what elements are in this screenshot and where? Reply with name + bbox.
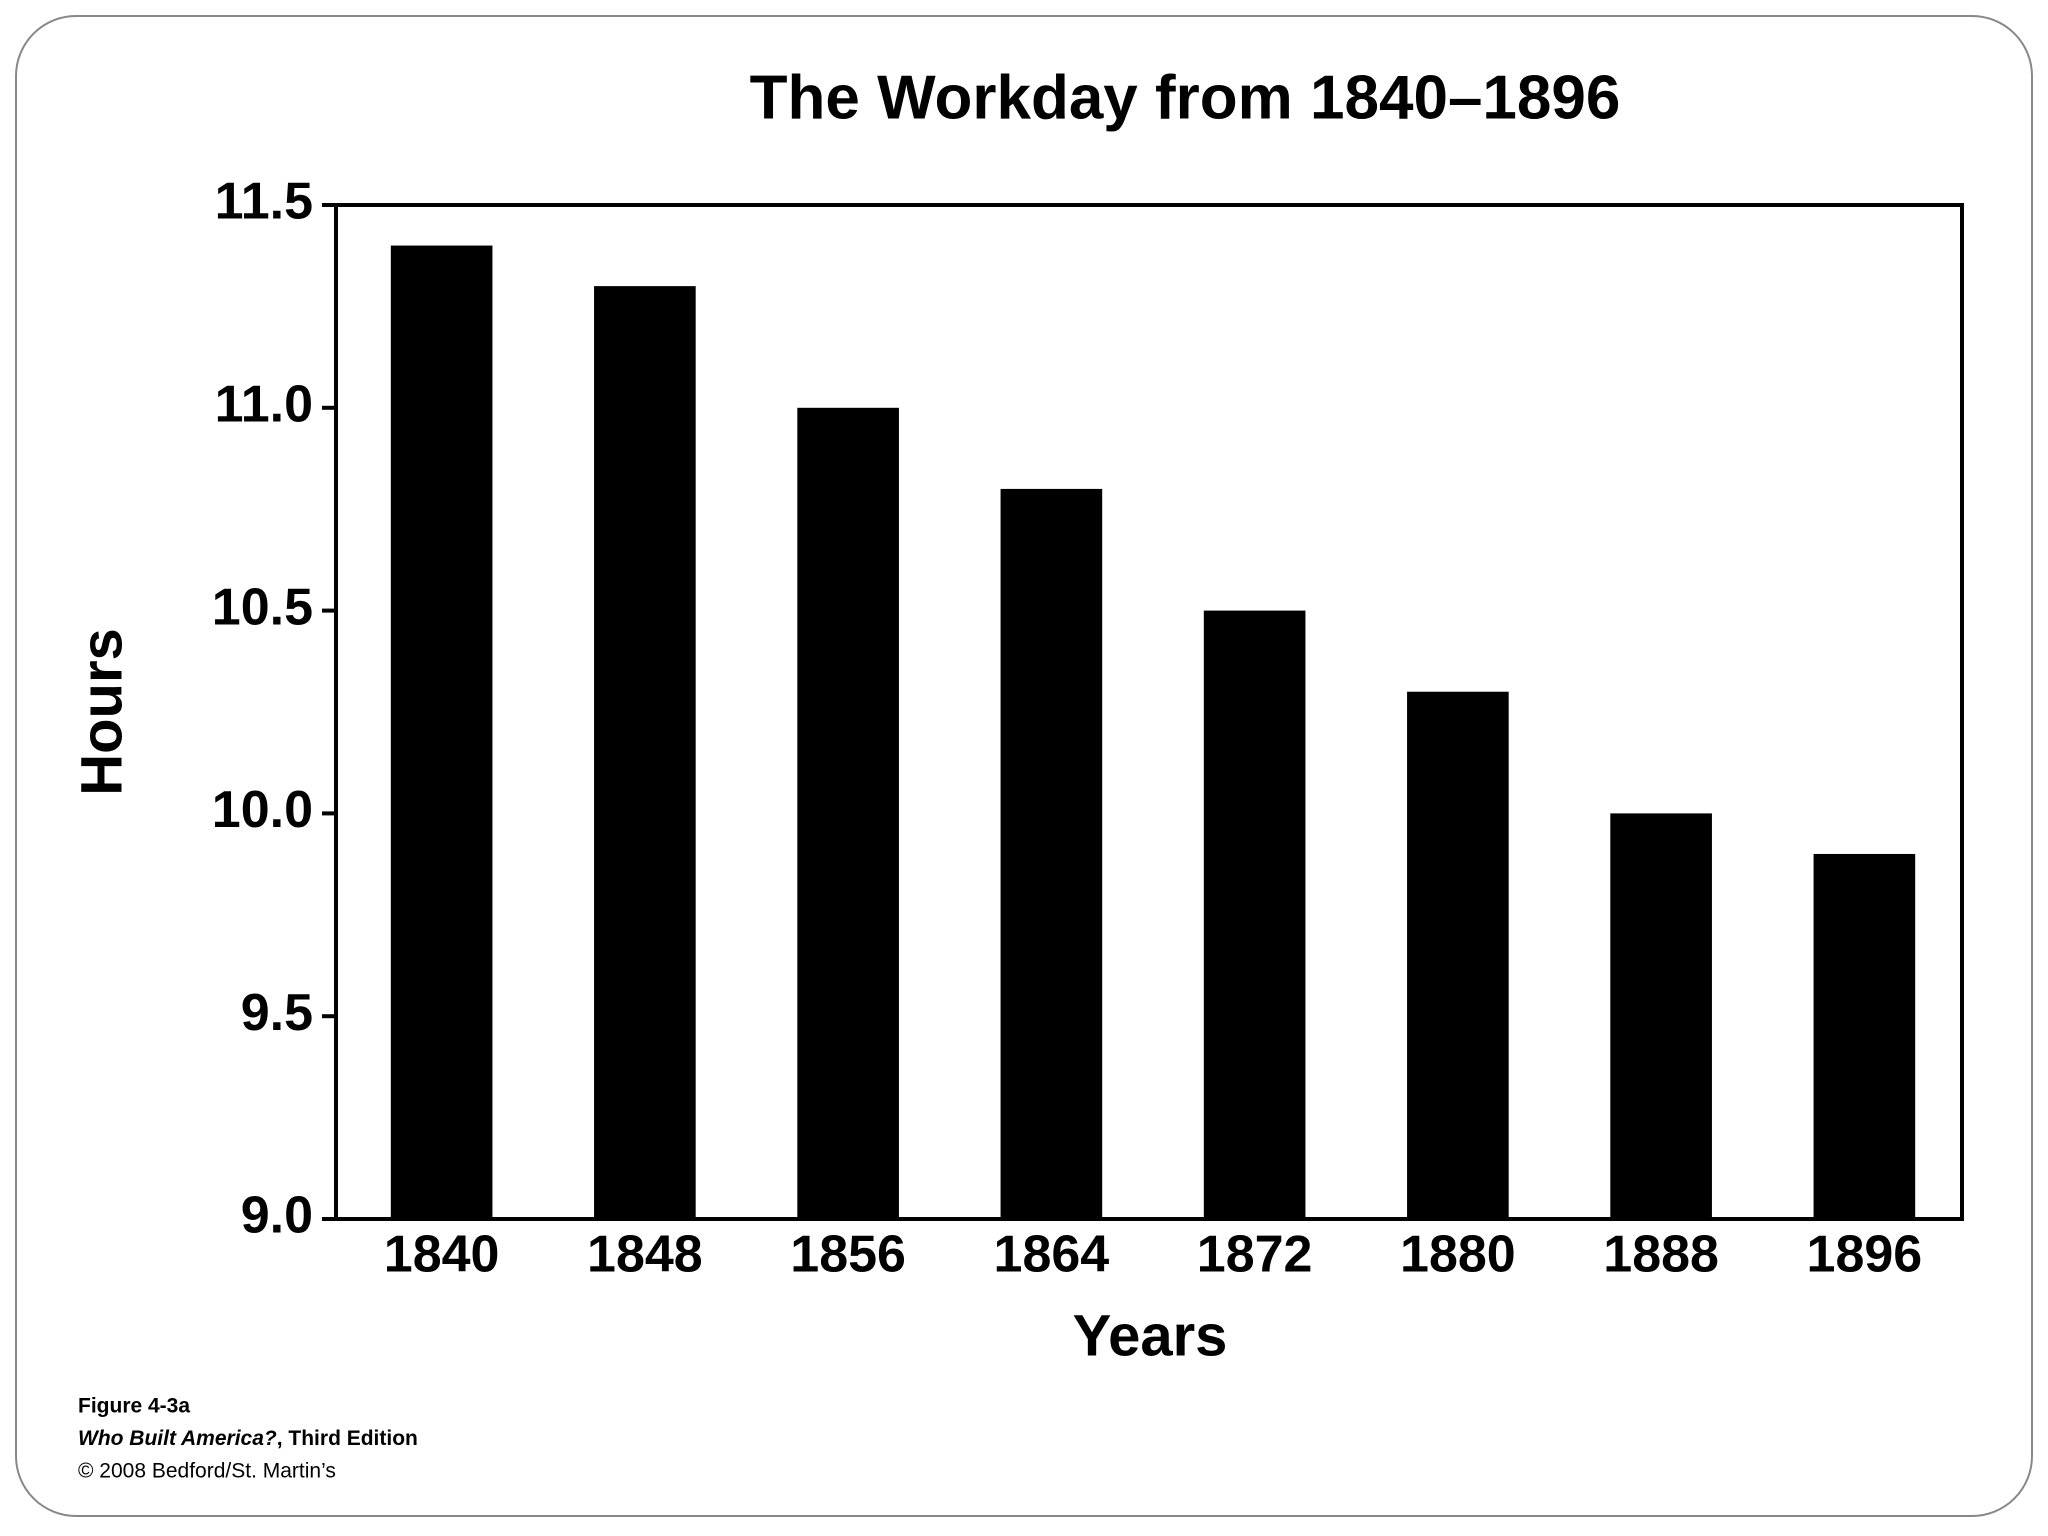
y-axis-label: Hours bbox=[69, 628, 134, 796]
y-tick-label: 9.5 bbox=[241, 984, 313, 1042]
bar bbox=[1203, 610, 1306, 1219]
bar bbox=[797, 407, 899, 1219]
x-tick-label: 1856 bbox=[790, 1226, 906, 1284]
plot-border bbox=[334, 203, 1964, 1221]
x-tick-label: 1880 bbox=[1400, 1226, 1516, 1284]
y-tick-label: 11.5 bbox=[215, 173, 313, 231]
bar bbox=[1000, 488, 1103, 1219]
source-title: Who Built America? bbox=[78, 1427, 277, 1450]
source-edition: , Third Edition bbox=[277, 1427, 418, 1450]
x-tick-label: 1888 bbox=[1603, 1226, 1719, 1284]
x-axis-label: Years bbox=[1073, 1303, 1228, 1368]
x-tick-label: 1848 bbox=[587, 1226, 703, 1284]
x-tick-label: 1896 bbox=[1807, 1226, 1923, 1284]
y-tick-label: 10.0 bbox=[212, 781, 313, 839]
source: Who Built America?, Third Edition bbox=[78, 1427, 418, 1450]
plot: 9.0 9.5 10.0 10.5 11.0 11.5 1840 1848 1856 1864 18… bbox=[212, 173, 1922, 1284]
copyright: © 2008 Bedford/St. Martin’s bbox=[78, 1460, 336, 1483]
bar bbox=[390, 245, 493, 1219]
y-tick-label: 10.5 bbox=[212, 578, 313, 636]
bar bbox=[1407, 691, 1509, 1219]
x-tick-label: 1872 bbox=[1197, 1226, 1313, 1284]
y-tick-label: 9.0 bbox=[241, 1187, 313, 1245]
bar bbox=[594, 286, 696, 1219]
x-tick-label: 1864 bbox=[994, 1226, 1110, 1284]
x-tick-label: 1840 bbox=[384, 1226, 500, 1284]
chart-title: The Workday from 1840–1896 bbox=[750, 63, 1621, 132]
figure-label: Figure 4-3a bbox=[78, 1395, 190, 1418]
bar bbox=[1813, 853, 1916, 1219]
bar bbox=[1610, 813, 1712, 1219]
y-tick-label: 11.0 bbox=[215, 376, 313, 434]
